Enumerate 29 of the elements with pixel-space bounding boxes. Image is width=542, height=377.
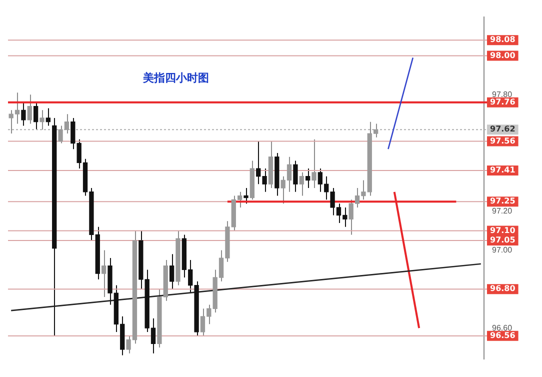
candlestick [293,160,298,192]
candlestick [312,138,316,188]
y-tick-label: 97.20 [492,206,513,216]
candlestick [169,254,174,290]
candlestick [299,172,304,196]
candlestick [40,110,44,130]
ref-line-label: 97.56 [490,136,516,146]
y-tick-label: 97.00 [492,245,513,254]
candlestick [46,108,51,126]
ref-line-label: 96.56 [490,330,516,340]
candlestick [305,168,310,188]
candlestick [33,102,38,130]
ref-line-label: 97.10 [490,226,516,235]
ref-line-label: 97.41 [490,166,516,175]
candlestick [244,188,248,204]
candlestick [70,117,76,150]
ref-line-label: 97.05 [490,236,516,245]
ref-line-label: 97.62 [490,124,516,134]
y-tick-label: 97.80 [492,90,513,99]
candlestick [21,102,26,126]
ref-line-label: 98.00 [490,50,516,60]
ref-line-label: 97.76 [490,97,516,106]
ref-line-label: 98.08 [490,35,516,44]
candlestick [27,94,32,124]
text: 美指四小时图 [142,72,209,85]
candlestick [101,250,106,298]
y-tick-label: 96.60 [492,323,513,332]
ref-line-label: 96.80 [490,284,516,294]
ref-line-label: 97.25 [490,196,516,206]
